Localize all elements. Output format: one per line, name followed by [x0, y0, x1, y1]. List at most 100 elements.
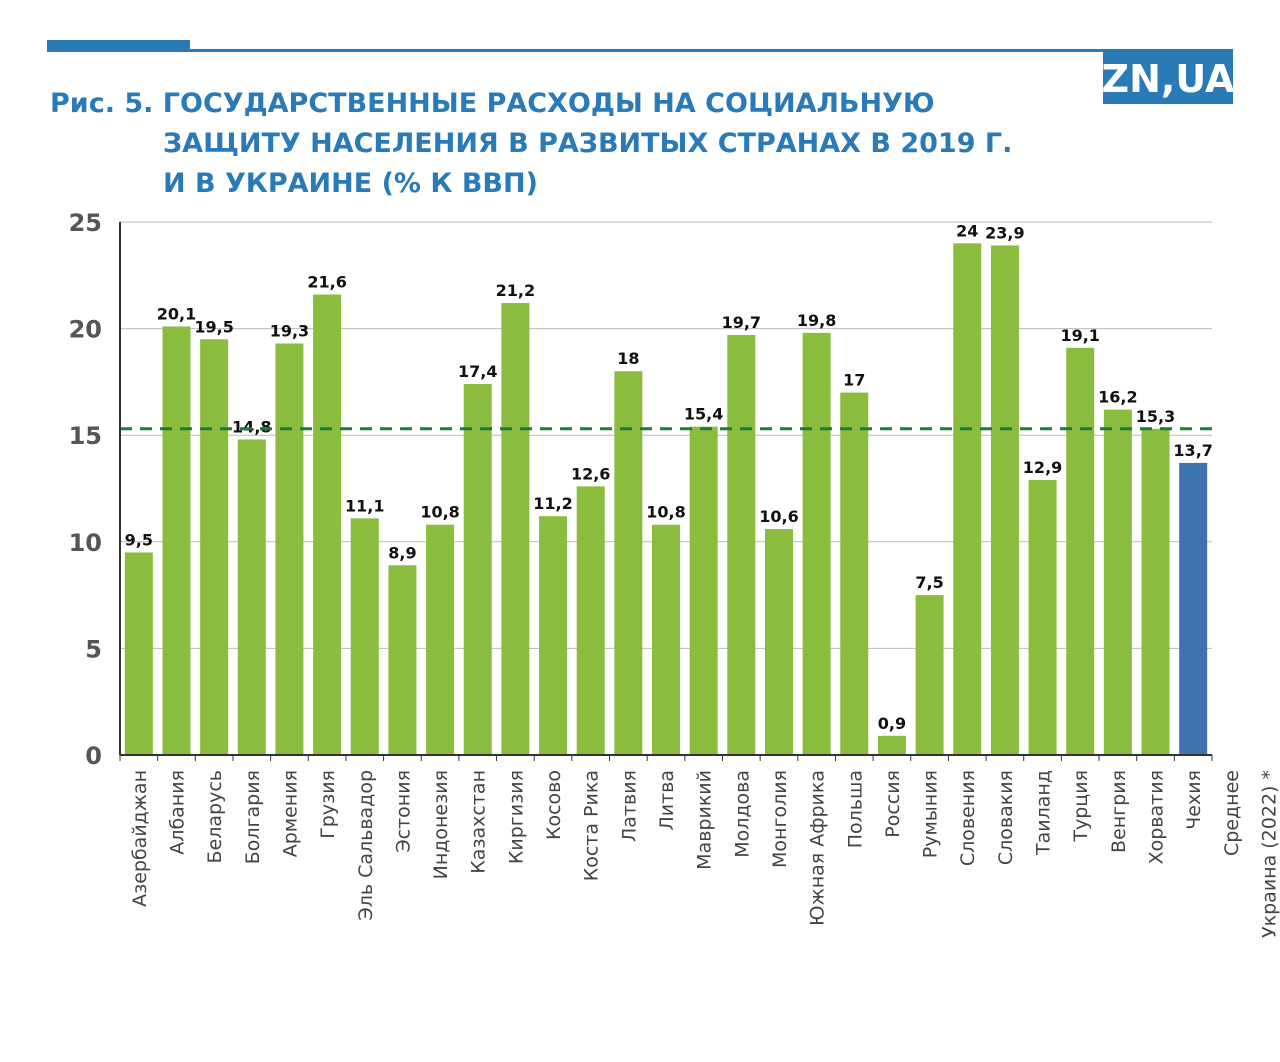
value-label: 21,6 — [307, 272, 346, 291]
value-label: 0,9 — [878, 714, 906, 733]
bar — [124, 552, 153, 755]
y-tick-label: 20 — [69, 316, 102, 344]
x-tick-label: Маврикий — [694, 770, 716, 870]
value-label: 20,1 — [157, 304, 196, 323]
value-label: 15,3 — [1136, 407, 1175, 426]
x-tick-label: Литва — [656, 770, 678, 831]
bar — [539, 516, 568, 755]
x-tick-label: Молдова — [731, 770, 753, 858]
value-label: 19,3 — [270, 322, 309, 341]
logo-box — [1103, 52, 1233, 104]
bar — [463, 384, 492, 755]
bar — [840, 392, 869, 755]
bar — [953, 243, 982, 755]
x-tick-label: Словакия — [995, 770, 1017, 865]
logo: ZN,UA — [1102, 57, 1235, 101]
value-label: 7,5 — [915, 573, 943, 592]
bar — [652, 524, 680, 755]
header-line — [190, 49, 1233, 52]
bar — [877, 735, 906, 755]
x-tick-label: Россия — [882, 770, 904, 838]
value-label: 10,8 — [646, 503, 685, 522]
value-label: 19,8 — [797, 311, 836, 330]
bar — [237, 439, 266, 755]
x-tick-label: Казахстан — [468, 770, 490, 874]
value-label: 12,9 — [1023, 458, 1062, 477]
x-tick-label: Румыния — [920, 770, 942, 858]
bar — [313, 294, 342, 755]
bar — [614, 371, 643, 755]
value-label: 21,2 — [496, 281, 535, 300]
x-tick-label: Турция — [1070, 770, 1092, 843]
y-tick-label: 5 — [85, 635, 102, 663]
value-label: 16,2 — [1098, 388, 1137, 407]
chart-title: ЗАЩИТУ НАСЕЛЕНИЯ В РАЗВИТЫХ СТРАНАХ В 20… — [163, 128, 1012, 159]
bar — [727, 334, 756, 755]
value-label: 15,4 — [684, 405, 723, 424]
value-label: 19,7 — [722, 313, 761, 332]
x-tick-label: Хорватия — [1146, 770, 1168, 864]
x-tick-label: Индонезия — [430, 770, 452, 879]
bar — [1066, 347, 1095, 755]
x-tick-label: Украина (2022) * — [1258, 770, 1280, 938]
x-tick-label: Таиланд — [1033, 770, 1055, 856]
value-label: 24 — [956, 221, 978, 240]
value-label: 19,1 — [1060, 326, 1099, 345]
value-label: 14,8 — [232, 417, 271, 436]
x-tick-label: Албания — [166, 770, 188, 855]
y-tick-label: 10 — [69, 529, 102, 557]
x-tick-label: Косово — [543, 770, 565, 840]
bar — [350, 518, 379, 755]
value-label: 17 — [843, 371, 865, 390]
x-tick-label: Польша — [844, 770, 866, 848]
y-tick-label: 0 — [85, 742, 102, 770]
bar — [576, 486, 605, 755]
x-tick-label: Эль Сальвадор — [355, 770, 377, 921]
x-tick-label: Армения — [279, 770, 301, 857]
bar — [1028, 479, 1057, 755]
bar — [990, 245, 1019, 755]
bar — [1141, 428, 1170, 755]
x-tick-label: Латвия — [618, 770, 640, 842]
bar — [1103, 409, 1132, 755]
bar — [275, 343, 304, 755]
x-tick-label: Южная Африка — [807, 770, 829, 926]
x-tick-label: Коста Рика — [581, 770, 603, 881]
bar — [802, 332, 831, 755]
bar — [689, 426, 718, 755]
value-label: 11,1 — [345, 496, 384, 515]
value-label: 10,6 — [759, 507, 798, 526]
value-label: 19,5 — [194, 317, 233, 336]
chart-title: И В УКРАИНЕ (% К ВВП) — [163, 168, 538, 199]
bar — [1179, 462, 1208, 755]
value-label: 12,6 — [571, 464, 610, 483]
bar — [764, 529, 793, 755]
bar — [426, 524, 455, 755]
bar — [200, 339, 229, 755]
x-tick-label: Болгария — [242, 770, 264, 864]
x-tick-label: Эстония — [392, 770, 414, 853]
x-tick-label: Монголия — [769, 770, 791, 868]
x-tick-label: Беларусь — [204, 770, 226, 863]
value-label: 11,2 — [533, 494, 572, 513]
x-tick-label: Грузия — [317, 770, 339, 839]
value-label: 8,9 — [388, 543, 416, 562]
bar — [388, 565, 417, 755]
value-label: 10,8 — [420, 503, 459, 522]
header-strip — [47, 40, 190, 52]
value-label: 23,9 — [985, 223, 1024, 242]
y-tick-label: 25 — [69, 209, 102, 237]
x-tick-label: Чехия — [1183, 770, 1205, 830]
value-label: 13,7 — [1173, 441, 1212, 460]
value-label: 17,4 — [458, 362, 497, 381]
x-tick-label: Киргизия — [505, 770, 527, 864]
bar — [162, 326, 191, 755]
value-label: 9,5 — [125, 530, 153, 549]
chart-title: Рис. 5. ГОСУДАРСТВЕННЫЕ РАСХОДЫ НА СОЦИА… — [50, 88, 935, 119]
y-tick-label: 15 — [69, 422, 102, 450]
x-tick-label: Венгрия — [1108, 770, 1130, 853]
value-label: 18 — [617, 349, 639, 368]
x-tick-label: Словения — [957, 770, 979, 866]
x-tick-label: Азербайджан — [129, 770, 151, 907]
